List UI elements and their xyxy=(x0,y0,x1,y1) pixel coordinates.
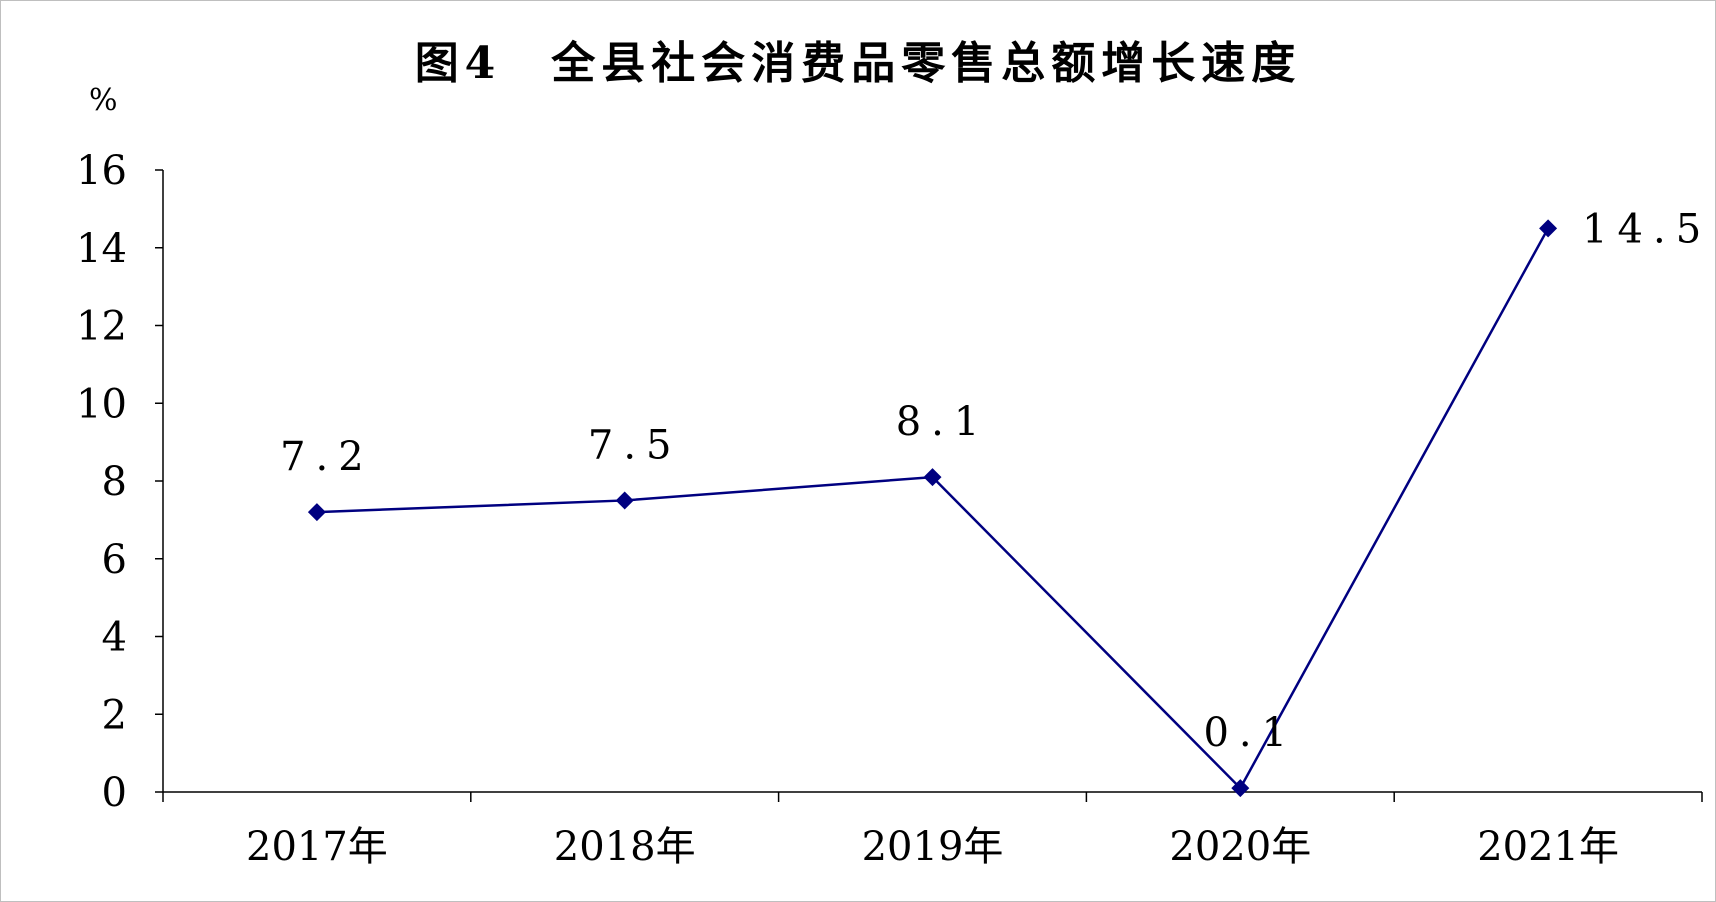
y-tick-label: 4 xyxy=(102,615,127,661)
data-point-marker xyxy=(1231,779,1250,798)
y-axis-unit: % xyxy=(89,83,118,118)
data-label: 14.5 xyxy=(1582,206,1711,252)
x-category-label: 2019年 xyxy=(862,824,1004,870)
series-line xyxy=(316,227,1550,791)
y-tick-label: 16 xyxy=(76,148,127,194)
y-tick-label: 14 xyxy=(76,226,127,272)
y-tick-label: 10 xyxy=(76,381,127,427)
data-point-marker xyxy=(923,468,942,487)
x-category-label: 2021年 xyxy=(1477,824,1619,870)
data-point-marker xyxy=(1539,219,1558,238)
x-category-label: 2018年 xyxy=(554,824,696,870)
data-labels: 7.2 7.5 8.1 0.1 14.5 xyxy=(280,206,1711,756)
data-point-marker xyxy=(615,491,634,510)
data-label: 0.1 xyxy=(1203,710,1297,756)
y-tick-label: 0 xyxy=(102,770,127,816)
x-category-label: 2020年 xyxy=(1169,824,1311,870)
chart-title: 图4 全县社会消费品零售总额增长速度 xyxy=(414,38,1302,89)
y-tick-label: 12 xyxy=(76,304,127,350)
x-category-label: 2017年 xyxy=(246,824,388,870)
y-axis: 0 2 4 6 8 10 12 14 16 xyxy=(76,148,164,816)
data-point-marker xyxy=(307,503,326,522)
y-tick-label: 8 xyxy=(102,459,127,505)
y-tick-label: 6 xyxy=(102,537,127,583)
data-label: 8.1 xyxy=(896,399,990,445)
data-label: 7.2 xyxy=(280,434,374,480)
data-label: 7.5 xyxy=(588,422,682,468)
y-tick-label: 2 xyxy=(102,692,127,738)
x-axis: 2017年 2018年 2019年 2020年 2021年 xyxy=(162,791,1703,870)
series-group xyxy=(307,219,1558,798)
